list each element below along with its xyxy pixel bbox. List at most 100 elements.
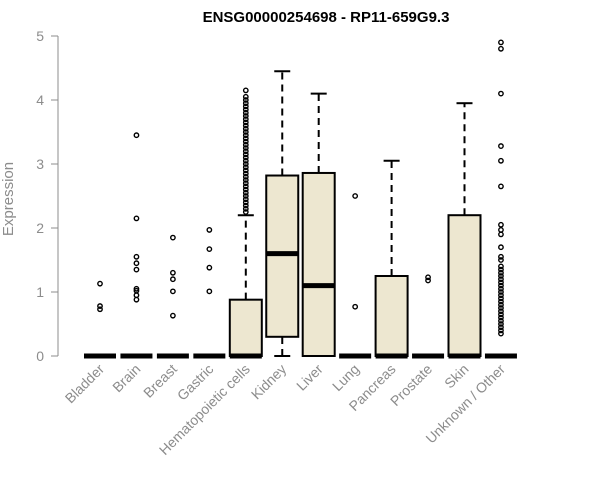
outlier-point <box>242 129 249 135</box>
outlier-point <box>498 311 504 318</box>
x-tick-label-liver: Liver <box>293 361 326 394</box>
outlier-point <box>242 189 249 196</box>
outlier-point <box>242 125 249 132</box>
outlier-point <box>242 154 249 161</box>
outlier-point <box>206 288 213 295</box>
outlier-point <box>498 257 504 263</box>
outlier-point <box>242 97 249 103</box>
outlier-point <box>498 227 504 233</box>
box-iqr <box>228 298 263 357</box>
outlier-point <box>169 234 176 241</box>
outlier-point <box>242 119 249 126</box>
outlier-point <box>133 296 140 303</box>
outlier-point <box>425 277 431 284</box>
outlier-point <box>498 273 504 279</box>
outlier-point <box>169 312 176 319</box>
outlier-point <box>206 227 213 233</box>
outlier-point <box>498 269 504 276</box>
outlier-point <box>242 109 249 116</box>
outlier-point <box>242 167 249 174</box>
outlier-point <box>242 183 249 190</box>
y-tick-label-4: 4 <box>36 92 44 108</box>
outlier-point <box>498 90 504 97</box>
box-skin <box>447 102 482 359</box>
outlier-point <box>498 330 504 337</box>
y-tick-label-5: 5 <box>36 28 44 44</box>
x-tick-label-skin: Skin <box>441 361 472 392</box>
outlier-point <box>169 269 176 276</box>
outlier-point <box>242 199 249 206</box>
outlier-point <box>352 303 359 310</box>
x-tick-label-breast: Breast <box>140 361 180 401</box>
outlier-point <box>498 45 504 52</box>
outlier-point <box>498 285 504 292</box>
outlier-point <box>242 209 249 215</box>
outlier-point <box>242 180 249 187</box>
box-breast <box>156 234 189 359</box>
outlier-point <box>498 324 504 331</box>
outlier-point <box>498 282 504 289</box>
y-axis: 0 1 2 3 4 5 <box>36 28 59 364</box>
outlier-point <box>206 264 213 271</box>
outlier-point <box>498 221 504 228</box>
box-liver <box>301 92 336 357</box>
outlier-point <box>97 280 103 287</box>
outlier-point <box>498 327 504 334</box>
outlier-point <box>498 314 504 321</box>
outlier-point <box>498 244 504 251</box>
box-iqr <box>447 214 482 357</box>
y-tick-label-2: 2 <box>36 220 44 236</box>
outlier-point <box>242 205 249 212</box>
outlier-point <box>97 306 103 313</box>
y-axis-label: Expression <box>0 162 17 236</box>
x-tick-label-lung: Lung <box>329 361 362 394</box>
outlier-point <box>498 157 504 164</box>
outlier-point <box>498 266 504 273</box>
outlier-point <box>242 161 249 167</box>
box-gastric <box>193 227 226 359</box>
box-brain <box>120 132 153 359</box>
outlier-point <box>498 183 504 190</box>
box-kidney <box>265 70 300 357</box>
box-iqr <box>301 171 336 357</box>
outlier-point <box>498 289 504 295</box>
outlier-point <box>242 93 249 100</box>
outlier-point <box>133 215 140 222</box>
box-bladder <box>84 280 116 359</box>
outlier-point <box>242 173 249 180</box>
box-iqr <box>374 275 409 357</box>
outlier-point <box>242 122 249 129</box>
outlier-point <box>498 253 504 260</box>
outlier-point <box>133 266 140 273</box>
outlier-point <box>242 135 249 142</box>
outlier-point <box>242 116 249 123</box>
box-pancreas <box>374 159 409 359</box>
box-unknown-other <box>484 39 517 359</box>
outlier-point <box>242 151 249 158</box>
outlier-point <box>498 292 504 299</box>
outlier-point <box>242 157 249 164</box>
outlier-point <box>498 231 504 238</box>
outlier-point <box>133 285 140 292</box>
outlier-point <box>242 164 249 171</box>
outlier-point <box>425 274 431 281</box>
outlier-point <box>498 305 504 311</box>
outlier-point <box>133 132 140 139</box>
outlier-point <box>133 287 140 294</box>
outlier-point <box>498 279 504 286</box>
chart-title: ENSG00000254698 - RP11-659G9.3 <box>203 9 450 26</box>
outlier-point <box>169 288 176 295</box>
outlier-point <box>206 246 213 253</box>
outlier-point <box>133 260 140 267</box>
outlier-point <box>242 145 249 151</box>
outlier-point <box>498 308 504 315</box>
x-tick-label-kidney: Kidney <box>248 361 290 403</box>
outlier-point <box>242 87 249 94</box>
outlier-point <box>498 39 504 46</box>
outlier-point <box>498 143 504 149</box>
outlier-point <box>242 103 249 110</box>
outlier-point <box>498 276 504 283</box>
outlier-point <box>352 193 359 199</box>
